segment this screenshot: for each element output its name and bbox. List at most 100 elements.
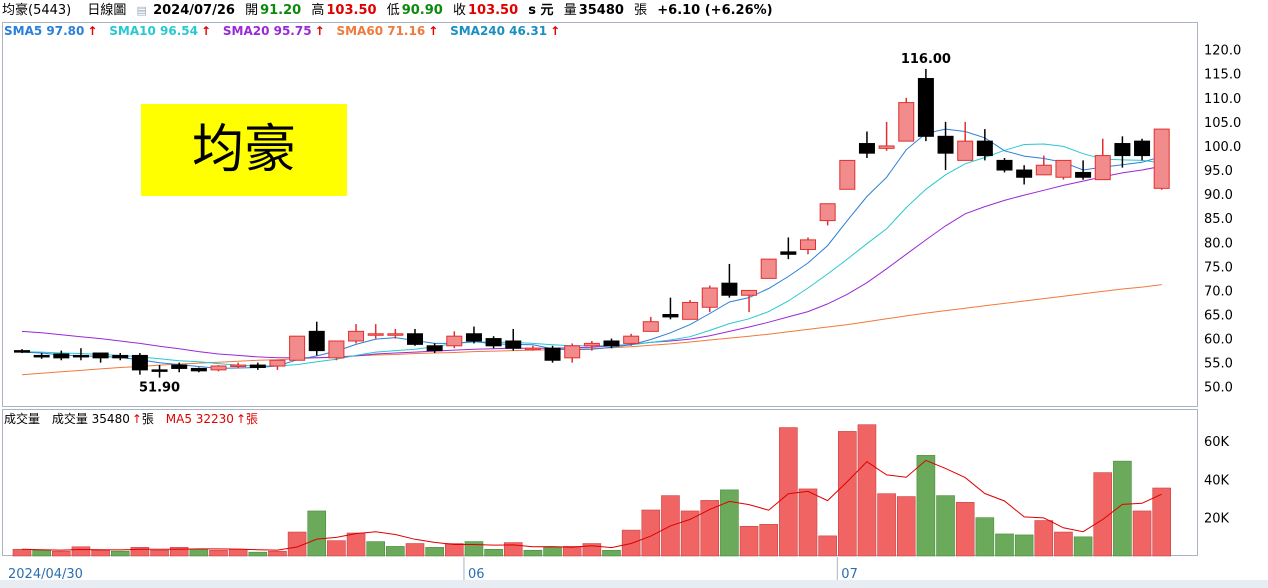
candle-body [839,159,856,190]
volume-bar [71,546,91,557]
y-tick-label: 75.0 [1204,260,1233,275]
open-label: 開 [245,3,259,18]
up-arrow-icon: ↑ [428,24,439,38]
volume-bar [1113,460,1132,557]
volume-bar [169,547,189,557]
candle-body [269,359,286,367]
candle-body [662,314,679,318]
candle-body [210,365,227,371]
volume-bar [228,548,248,557]
candle-body [367,333,384,336]
candle-body [721,282,738,296]
stock-title-overlay: 均豪 [141,104,347,196]
volume-bar [12,548,32,557]
candle-body [348,330,365,342]
bottom-toolbar[interactable] [0,580,1268,588]
chart-kind[interactable]: 日線圖 [87,3,127,18]
y-tick-label: 95.0 [1204,164,1233,179]
volume-bar [1014,534,1034,557]
candle-body [1055,159,1072,178]
quote-header: 均豪(5443) 日線圖 ▤ 2024/07/26 開 91.20 高 103.50… [0,0,1268,22]
candle-body [72,354,89,358]
volume-bar [720,489,739,557]
candle-body [230,364,247,368]
volume-bar [484,548,503,557]
volume-bar [91,549,110,557]
close-value: 103.50 [467,3,519,18]
candle-body [112,354,129,359]
candle-body [171,364,188,369]
volume-bar [150,549,169,557]
volume-bar [444,543,464,557]
volume-bar [366,541,386,557]
candle-body [485,338,502,347]
volume-bar [896,496,916,557]
volume-bar [543,547,562,557]
vol-unit: 張 [634,3,648,18]
volume-bar [346,532,366,557]
price-panel [2,22,1198,407]
volume-bar [1073,536,1093,557]
candle-body [308,330,325,352]
candle-body [544,347,561,361]
candle-body [642,321,659,332]
volume-bar [995,533,1014,557]
candle-body [937,135,954,154]
candle-body [53,353,70,359]
quote-date: 2024/07/26 [153,3,235,18]
y-tick-label: 105.0 [1204,116,1241,131]
candle-body [1075,171,1092,178]
calendar-icon[interactable]: ▤ [136,4,147,17]
volume-bar [877,493,896,557]
volume-bar [739,525,759,557]
volume-bar [189,548,209,557]
up-arrow-icon: ↑ [87,24,98,38]
close-label: 收 [452,3,466,18]
candle-body [780,251,797,255]
up-arrow-icon: ↑ [314,24,325,38]
open-value: 91.20 [260,3,302,18]
y-tick-label: 60.0 [1204,333,1233,348]
volume-bar [425,547,444,557]
volume-bar [386,546,405,557]
y-tick-label: 115.0 [1204,68,1241,83]
y-tick-label: 55.0 [1204,357,1233,372]
volume-bar [680,510,700,557]
candle-body [1153,128,1170,189]
volume-tick-label: 60K [1204,435,1230,450]
candle-body [819,203,836,222]
up-arrow-icon: ↑ [550,24,561,38]
y-tick-label: 110.0 [1204,92,1241,107]
candle-body [1114,143,1131,157]
candle-body [249,364,266,368]
candle-body [996,159,1013,171]
candle-body [741,289,758,296]
x-axis-label: 07 [841,567,858,582]
candle-body [190,367,207,372]
candle-body [524,347,541,351]
y-tick-label: 80.0 [1204,236,1233,251]
volume-legend: 成交量 成交量 35480 ↑張 MA5 32230 ↑張 [4,410,266,428]
candle-body [426,345,443,352]
candle-body [583,342,600,347]
volume-bar [1152,487,1171,557]
high-value: 103.50 [326,3,377,18]
candle-body [623,335,640,344]
volume-bar [327,540,346,557]
volume-bar [955,502,975,557]
volume-bar [307,510,327,557]
candle-body [328,340,345,359]
volume-bar [1054,531,1073,557]
y-tick-label: 50.0 [1204,381,1233,396]
volume-bar [405,543,425,557]
volume-bar [464,541,484,557]
candle-body [505,340,522,349]
candle-body [1134,140,1151,157]
sma-legend: SMA5 97.80 ↑ SMA10 96.54 ↑ SMA20 95.75 ↑ SM… [4,22,568,40]
volume-bar [975,517,995,557]
volume-bar [1034,520,1054,557]
volume-bar [503,542,523,557]
candle-body [1094,155,1111,181]
stock-name: 均豪(5443) [2,3,72,18]
volume-bar [641,509,661,557]
